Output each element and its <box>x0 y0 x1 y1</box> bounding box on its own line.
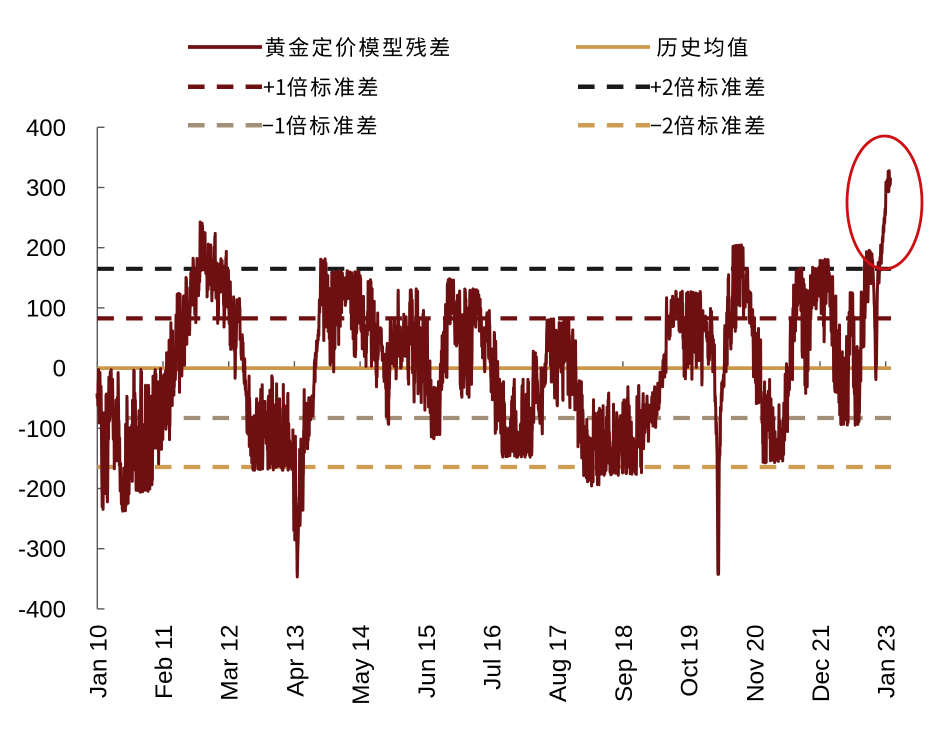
svg-text:Jan 10: Jan 10 <box>85 625 112 699</box>
svg-text:Jan 23: Jan 23 <box>874 625 901 699</box>
svg-text:May 14: May 14 <box>348 625 375 705</box>
svg-text:Mar 12: Mar 12 <box>217 625 244 701</box>
svg-text:Dec 21: Dec 21 <box>808 625 835 703</box>
svg-text:0: 0 <box>53 356 66 383</box>
svg-text:200: 200 <box>26 235 66 262</box>
svg-text:Aug 17: Aug 17 <box>545 625 572 703</box>
svg-text:300: 300 <box>26 175 66 202</box>
svg-text:-400: -400 <box>18 596 66 623</box>
svg-text:100: 100 <box>26 295 66 322</box>
svg-text:Jun 15: Jun 15 <box>414 625 441 699</box>
svg-text:-300: -300 <box>18 536 66 563</box>
svg-text:Sep 18: Sep 18 <box>611 625 638 703</box>
svg-text:Apr 13: Apr 13 <box>282 625 309 697</box>
svg-text:Nov 20: Nov 20 <box>742 625 769 703</box>
svg-text:-100: -100 <box>18 416 66 443</box>
svg-text:-200: -200 <box>18 476 66 503</box>
svg-text:Oct 19: Oct 19 <box>677 625 704 697</box>
svg-text:Feb 11: Feb 11 <box>151 625 178 699</box>
svg-text:400: 400 <box>26 115 66 142</box>
svg-text:Jul 16: Jul 16 <box>480 625 507 690</box>
